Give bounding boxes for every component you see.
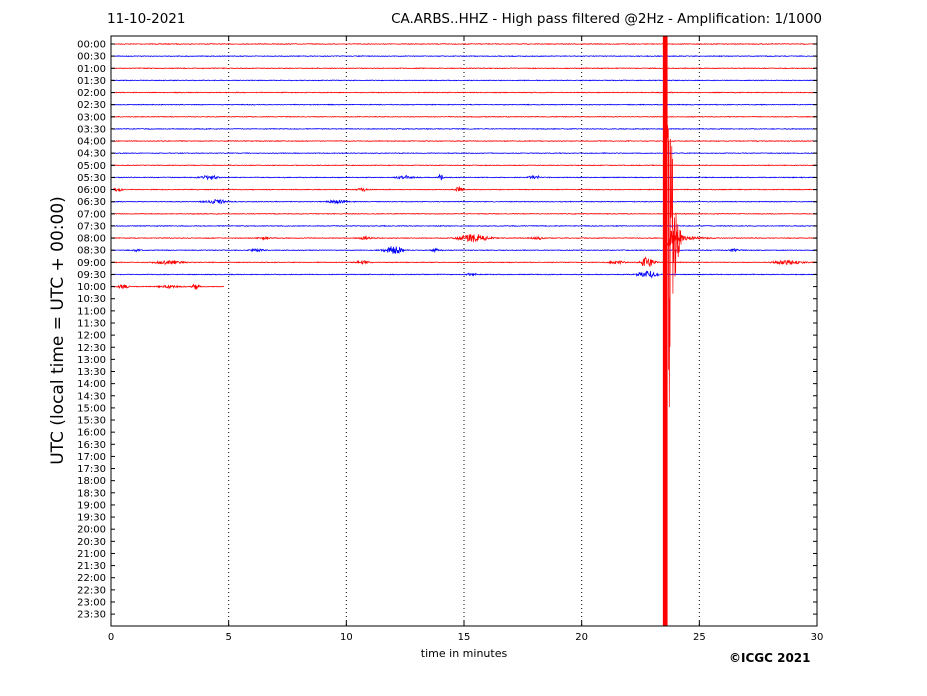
- trace-05:30: [110, 174, 818, 181]
- y-tick-label: 00:00: [77, 40, 106, 51]
- y-tick-label: 04:00: [77, 137, 106, 148]
- y-tick-label: 11:30: [77, 318, 106, 329]
- y-tick-label: 18:00: [77, 476, 106, 487]
- y-tick-label: 03:30: [77, 124, 106, 135]
- trace-06:30: [110, 198, 818, 205]
- trace-07:00: [111, 212, 818, 215]
- trace-00:00: [110, 43, 817, 45]
- y-tick-label: 13:30: [77, 367, 106, 378]
- earthquake-saturation: [662, 36, 668, 626]
- y-tick-label: 07:00: [77, 209, 106, 220]
- y-tick-label: 19:00: [77, 500, 106, 511]
- x-tick-label: 20: [575, 632, 588, 643]
- y-tick-label: 18:30: [77, 488, 106, 499]
- x-axis-label: time in minutes: [421, 647, 508, 660]
- y-tick-label: 02:30: [77, 100, 106, 111]
- earthquake-coda: [667, 125, 682, 408]
- x-tick-label: 0: [108, 632, 114, 643]
- y-tick-label: 21:00: [77, 549, 106, 560]
- y-tick-label: 06:00: [77, 185, 106, 196]
- trace-06:00: [110, 186, 818, 193]
- trace-00:30: [110, 55, 818, 58]
- earthquake-signal: [662, 36, 682, 626]
- chart-title: CA.ARBS..HHZ - High pass filtered @2Hz -…: [391, 11, 822, 27]
- x-tick-label: 5: [225, 632, 231, 643]
- y-tick-label: 14:00: [77, 379, 106, 390]
- y-tick-label: 20:30: [77, 537, 106, 548]
- chart-date: 11-10-2021: [107, 11, 186, 27]
- y-tick-label: 01:00: [77, 64, 106, 75]
- trace-02:00: [110, 91, 818, 94]
- y-tick-label: 01:30: [77, 76, 106, 87]
- seismic-traces: [110, 43, 818, 290]
- y-tick-label: 20:00: [77, 525, 106, 536]
- trace-07:30: [110, 224, 818, 228]
- y-tick-label: 16:00: [77, 428, 106, 439]
- trace-01:30: [110, 79, 818, 82]
- trace-04:00: [110, 140, 818, 143]
- y-tick-label: 08:00: [77, 234, 106, 245]
- trace-08:00: [110, 230, 818, 246]
- trace-08:30: [111, 246, 817, 255]
- x-tick-label: 10: [340, 632, 353, 643]
- x-axis-ticks: 0 5 10 15 20 25 30: [108, 36, 824, 643]
- y-tick-label: 10:30: [77, 294, 106, 305]
- y-axis-ticks: 00:0000:3001:0001:3002:0002:3003:0003:30…: [77, 40, 817, 621]
- copyright-notice: ©ICGC 2021: [729, 651, 811, 665]
- trace-04:30: [111, 152, 818, 155]
- vertical-grid: [228, 36, 700, 626]
- y-tick-label: 13:00: [77, 355, 106, 366]
- y-tick-label: 21:30: [77, 561, 106, 572]
- y-tick-label: 17:00: [77, 452, 106, 463]
- trace-03:00: [110, 115, 818, 118]
- y-tick-label: 05:30: [77, 173, 106, 184]
- y-tick-label: 03:00: [77, 112, 106, 123]
- x-tick-label: 30: [811, 632, 824, 643]
- y-tick-label: 08:30: [77, 246, 106, 257]
- trace-09:30: [110, 270, 818, 279]
- y-tick-label: 12:00: [77, 331, 106, 342]
- y-tick-label: 11:00: [77, 306, 106, 317]
- y-tick-label: 23:00: [77, 597, 106, 608]
- trace-09:00: [110, 256, 818, 267]
- y-tick-label: 07:30: [77, 221, 106, 232]
- y-tick-label: 00:30: [77, 52, 106, 63]
- y-axis-label: UTC (local time = UTC + 00:00): [48, 196, 68, 465]
- y-tick-label: 15:00: [77, 403, 106, 414]
- trace-01:00: [111, 67, 818, 70]
- y-tick-label: 17:30: [77, 464, 106, 475]
- y-tick-label: 22:30: [77, 585, 106, 596]
- y-tick-label: 02:00: [77, 88, 106, 99]
- y-tick-label: 09:00: [77, 258, 106, 269]
- trace-02:30: [110, 103, 818, 106]
- y-tick-label: 16:30: [77, 440, 106, 451]
- y-tick-label: 09:30: [77, 270, 106, 281]
- trace-03:30: [110, 127, 818, 130]
- y-tick-label: 23:30: [77, 610, 106, 621]
- y-tick-label: 12:30: [77, 343, 106, 354]
- y-tick-label: 15:30: [77, 416, 106, 427]
- y-tick-label: 10:00: [77, 282, 106, 293]
- trace-10:00: [110, 283, 225, 290]
- y-tick-label: 06:30: [77, 197, 106, 208]
- y-tick-label: 04:30: [77, 149, 106, 160]
- trace-05:00: [110, 164, 818, 167]
- x-tick-label: 25: [693, 632, 706, 643]
- y-tick-label: 22:00: [77, 573, 106, 584]
- y-tick-label: 05:00: [77, 161, 106, 172]
- y-tick-label: 19:30: [77, 513, 106, 524]
- y-tick-label: 14:30: [77, 391, 106, 402]
- x-tick-label: 15: [458, 632, 471, 643]
